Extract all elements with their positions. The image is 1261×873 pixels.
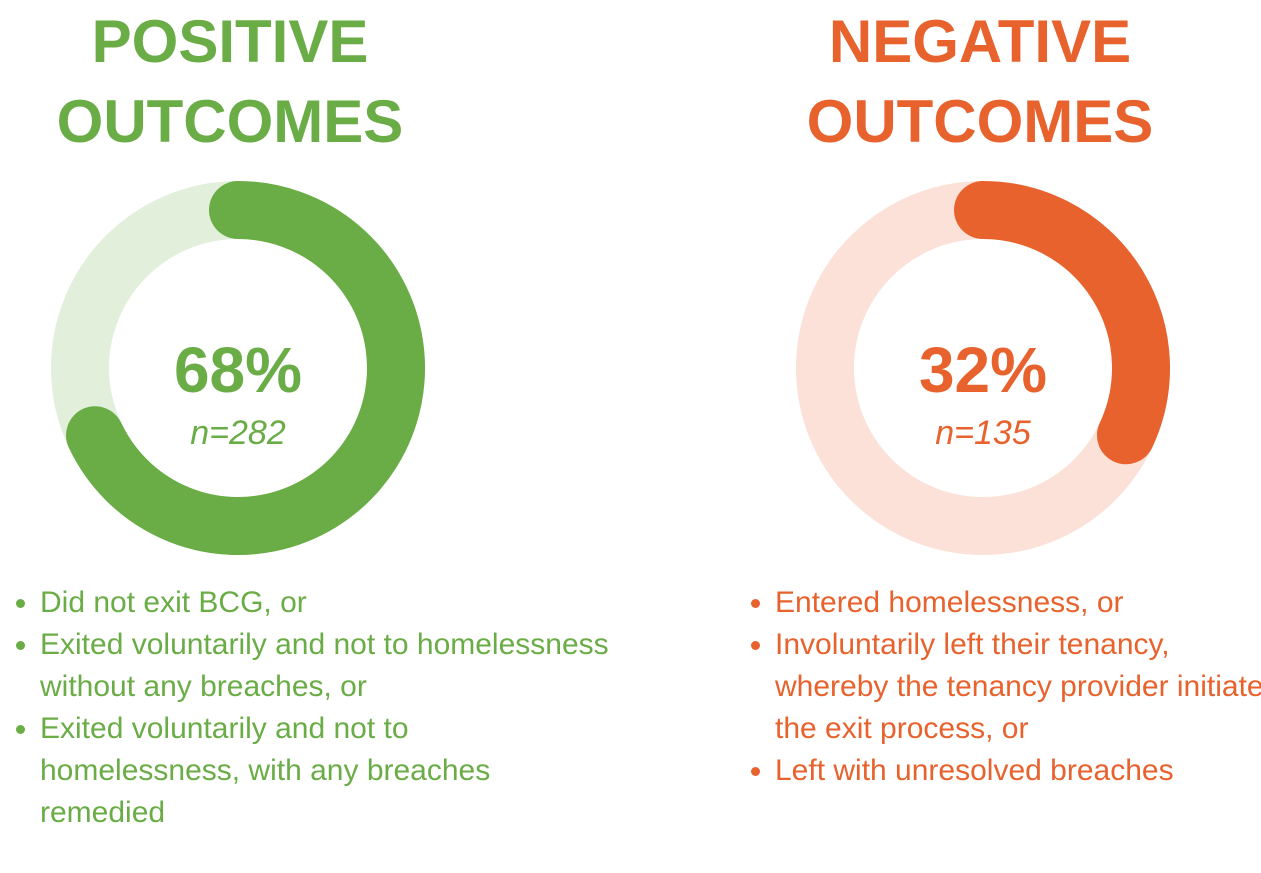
bullet-list: Entered homelessness, orInvoluntarily le… [745, 582, 1261, 792]
annotation: n=135 [935, 414, 1031, 452]
bullet-item: Left with unresolved breaches [775, 750, 1261, 792]
value-label: 32% [919, 334, 1047, 406]
donut-arc [954, 181, 1170, 465]
annotation: n=282 [190, 414, 286, 452]
donut-chart: 32% n=135 [796, 181, 1170, 555]
donut-arc [66, 181, 425, 555]
value-label: 68% [174, 334, 302, 406]
bullet-item: Did not exit BCG, or [40, 582, 610, 624]
title: POSITIVE OUTCOMES [56, 8, 404, 155]
title: NEGATIVE OUTCOMES [806, 8, 1154, 155]
bullet-item: Entered homelessness, or [775, 582, 1261, 624]
bullet-item: Exited voluntarily and not to homelessne… [40, 708, 610, 834]
bullet-item: Involuntarily left their tenancy, whereb… [775, 624, 1261, 750]
bullet-item: Exited voluntarily and not to homelessne… [40, 624, 610, 708]
bullet-list: Did not exit BCG, orExited voluntarily a… [10, 582, 610, 834]
donut-chart: 68% n=282 [51, 181, 425, 555]
